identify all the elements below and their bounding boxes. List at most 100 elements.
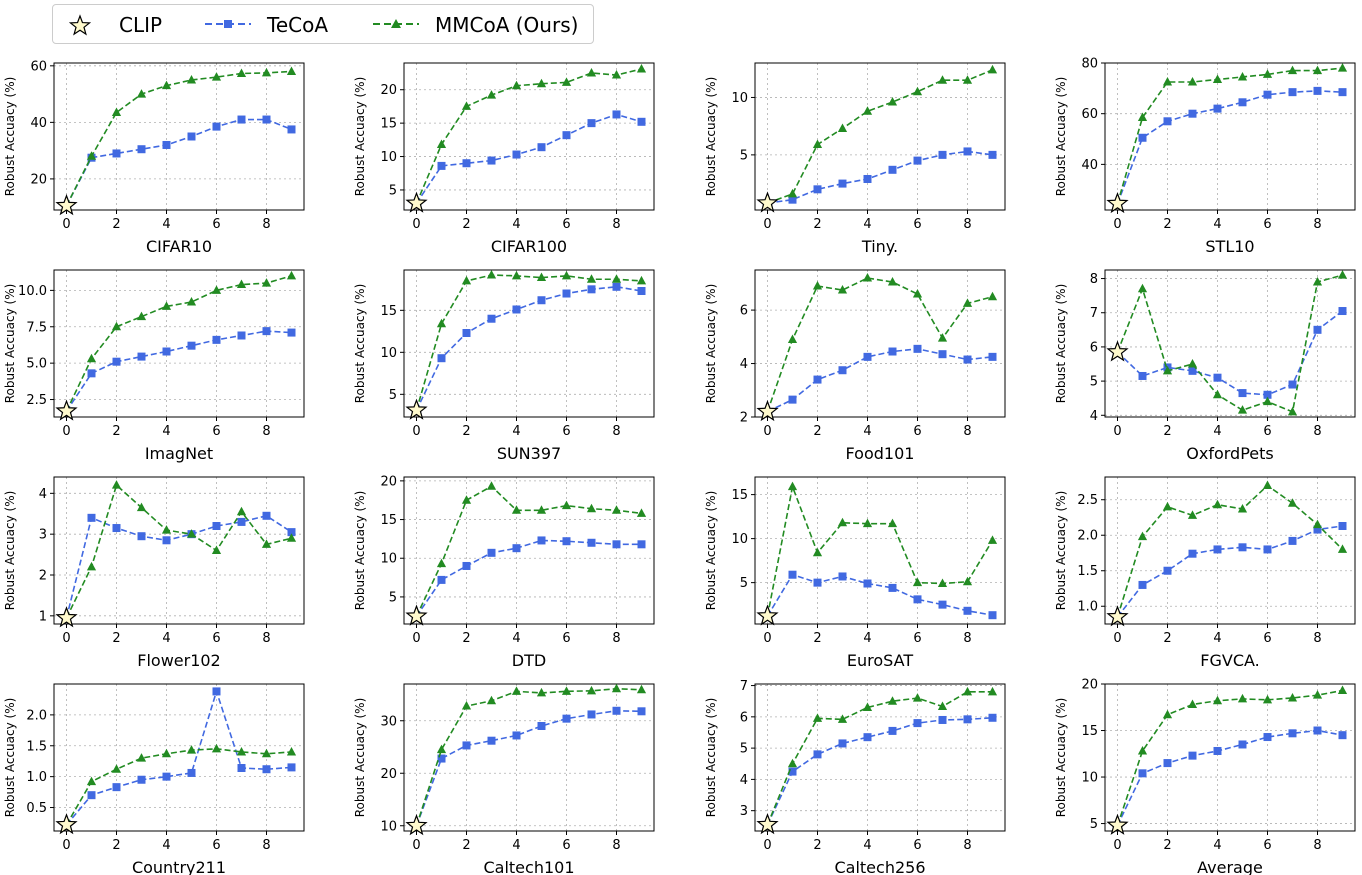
- x-tick-label: 0: [62, 838, 70, 853]
- clip-point: [1106, 191, 1129, 214]
- mmcoa-point: [1187, 510, 1198, 519]
- y-tick-label: 3: [740, 804, 748, 819]
- mmcoa-point: [461, 495, 472, 504]
- x-tick-label: 6: [212, 838, 220, 853]
- legend-label-mmcoa: MMCoA (Ours): [435, 13, 579, 37]
- mmcoa-point: [611, 70, 622, 79]
- y-tick-label: 2.5: [26, 393, 47, 408]
- y-tick-label: 5: [1090, 375, 1098, 390]
- mmcoa-point: [261, 278, 272, 287]
- mmcoa-point: [1287, 406, 1298, 416]
- x-tick-label: 6: [562, 424, 570, 439]
- tecoa-point: [537, 536, 546, 545]
- tecoa-point: [162, 536, 171, 545]
- subplot-tiny-: 0 2 4 6 8 5 10 Tiny. Robust Accuacy (%): [704, 62, 1006, 256]
- tecoa-point: [137, 352, 146, 361]
- y-tick-label: 15: [731, 488, 748, 503]
- tecoa-point: [1163, 759, 1172, 768]
- tecoa-point: [637, 540, 646, 549]
- mmcoa-point: [161, 301, 172, 310]
- mmcoa-point: [511, 686, 522, 695]
- tecoa-point: [788, 395, 797, 404]
- tecoa-point: [612, 706, 621, 715]
- mmcoa-point: [236, 68, 247, 77]
- tecoa-point: [1338, 731, 1347, 740]
- clip-point: [1106, 813, 1129, 835]
- tecoa-point: [187, 341, 196, 350]
- x-tick-label: 2: [112, 631, 120, 646]
- mmcoa-point: [1137, 745, 1148, 755]
- y-tick-label: 10: [380, 346, 397, 361]
- tecoa-point: [1188, 549, 1197, 558]
- x-tick-label: 6: [562, 631, 570, 646]
- clip-point: [405, 814, 428, 836]
- legend-label-clip: CLIP: [119, 13, 163, 37]
- clip-point: [756, 191, 779, 213]
- star-marker-icon: [68, 14, 92, 36]
- y-tick-label: 4: [39, 487, 47, 502]
- mmcoa-point: [1137, 531, 1148, 541]
- tecoa-point: [112, 357, 121, 366]
- tecoa-point: [938, 150, 947, 159]
- tecoa-point: [813, 185, 822, 194]
- x-tick-label: 2: [112, 217, 120, 232]
- x-tick-label: 4: [512, 424, 520, 439]
- square-marker-line-icon: [205, 20, 251, 28]
- clip-point: [1106, 605, 1129, 627]
- mmcoa-point: [787, 334, 798, 343]
- x-tick-label: 8: [963, 838, 971, 853]
- tecoa-point: [437, 575, 446, 584]
- x-tick-label: 2: [462, 631, 470, 646]
- tecoa-point: [1263, 733, 1272, 742]
- mmcoa-point: [261, 67, 272, 77]
- tecoa-point: [637, 117, 646, 126]
- y-tick-label: 5: [389, 388, 397, 403]
- tecoa-point: [587, 285, 596, 294]
- mmcoa-point: [1262, 694, 1273, 704]
- clip-point: [756, 399, 779, 422]
- mmcoa-point: [1137, 112, 1148, 121]
- mmcoa-line: [767, 69, 993, 204]
- y-tick-label: 60: [1081, 107, 1098, 122]
- tecoa-point: [287, 328, 296, 337]
- y-axis-label: Robust Accuacy (%): [1054, 491, 1068, 611]
- mmcoa-point: [812, 547, 823, 557]
- mmcoa-point: [536, 272, 547, 282]
- x-tick-label: 2: [462, 838, 470, 853]
- tecoa-point: [562, 714, 571, 723]
- mmcoa-point: [912, 693, 923, 702]
- mmcoa-point: [136, 753, 147, 762]
- y-axis-label: Robust Accuacy (%): [704, 284, 718, 404]
- subplot-country211: 0 2 4 6 8 0.5 1.0 1.5 2.0 Country211 Robust Accuac…: [3, 683, 305, 875]
- mmcoa-point: [1287, 498, 1298, 507]
- mmcoa-point: [561, 500, 572, 510]
- tecoa-line: [1116, 729, 1343, 826]
- tecoa-point: [487, 736, 496, 745]
- axes-frame: [53, 476, 305, 625]
- x-tick-label: 0: [763, 838, 771, 853]
- mmcoa-line: [766, 483, 994, 617]
- axes-frame: [403, 269, 655, 418]
- y-tick-label: 5: [740, 576, 748, 591]
- mmcoa-point: [186, 74, 197, 84]
- tecoa-point: [963, 715, 972, 724]
- y-tick-label: 6: [1090, 340, 1098, 355]
- y-tick-label: 6: [740, 304, 748, 319]
- tecoa-point: [512, 544, 521, 553]
- x-tick-label: 4: [863, 424, 871, 439]
- mmcoa-point: [1187, 699, 1198, 708]
- tecoa-line: [767, 150, 993, 204]
- tecoa-point: [112, 524, 121, 533]
- mmcoa-point: [1187, 77, 1198, 86]
- x-tick-label: 4: [1213, 217, 1221, 232]
- y-tick-label: 2: [740, 411, 748, 426]
- tecoa-point: [1213, 545, 1222, 554]
- tecoa-point: [938, 715, 947, 724]
- mmcoa-line: [415, 485, 642, 617]
- mmcoa-point: [787, 188, 798, 198]
- x-tick-label: 6: [1263, 838, 1271, 853]
- mmcoa-point: [436, 558, 447, 568]
- tecoa-point: [237, 331, 246, 340]
- y-tick-label: 10: [1081, 771, 1098, 786]
- x-tick-label: 4: [512, 838, 520, 853]
